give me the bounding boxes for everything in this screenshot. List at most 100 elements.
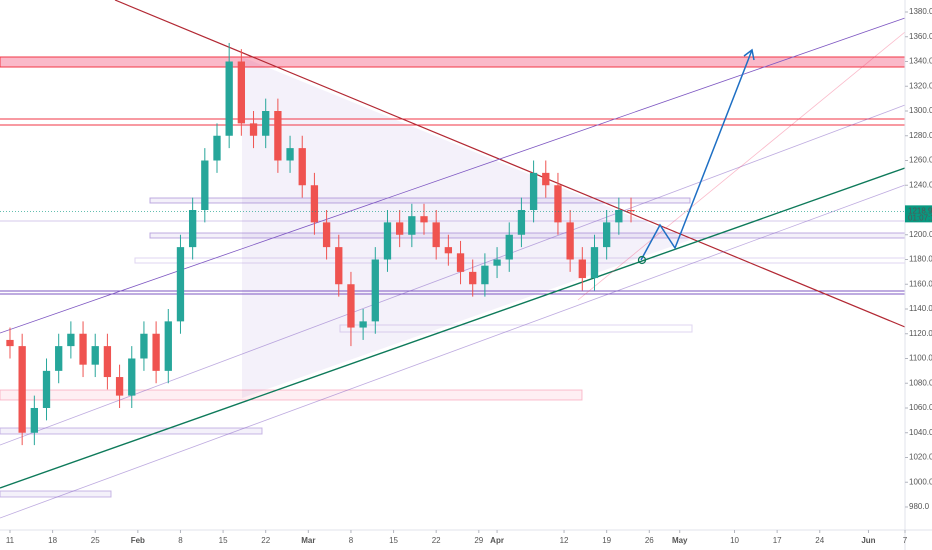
x-tick-label: 17 bbox=[773, 536, 782, 545]
candle-body bbox=[469, 271, 477, 285]
candle-body bbox=[529, 172, 538, 210]
x-tick-label: 7 bbox=[903, 536, 908, 545]
y-tick-label: 1320.0 bbox=[909, 81, 932, 90]
y-tick-label: 1160.0 bbox=[909, 279, 932, 288]
candle-body bbox=[298, 148, 306, 186]
candle-body bbox=[152, 333, 160, 371]
y-tick-label: 1000.0 bbox=[909, 477, 932, 486]
candle-body bbox=[359, 321, 367, 328]
candle-body bbox=[18, 346, 26, 433]
zone bbox=[149, 197, 691, 204]
axes: 980.0 1000.0 1020.0 1040.0 1060.0 1080.0 1100.… bbox=[0, 7, 932, 545]
candle-body bbox=[237, 61, 246, 124]
candle-body bbox=[590, 247, 599, 279]
channel-line bbox=[0, 17, 906, 334]
zone bbox=[149, 232, 906, 239]
downtrend-line bbox=[114, 0, 906, 328]
candle-body bbox=[542, 172, 550, 186]
x-tick-label: Apr bbox=[490, 536, 504, 545]
candle-body bbox=[225, 61, 233, 136]
candle-body bbox=[201, 160, 209, 210]
candle-body bbox=[505, 234, 513, 260]
x-tick-label: May bbox=[672, 536, 688, 545]
y-tick-label: 1080.0 bbox=[909, 378, 932, 387]
x-tick-label: 11 bbox=[6, 536, 15, 545]
candle-body bbox=[30, 407, 38, 433]
channel-line bbox=[577, 31, 906, 301]
zone bbox=[0, 427, 263, 435]
candle-body bbox=[347, 284, 355, 328]
candle-body bbox=[578, 259, 586, 279]
x-tick-label: 12 bbox=[560, 536, 569, 545]
y-tick-label: 1120.0 bbox=[909, 329, 932, 338]
x-tick-label: Jun bbox=[861, 536, 875, 545]
candle-body bbox=[408, 216, 416, 235]
y-tick-label: 1040.0 bbox=[909, 428, 932, 437]
x-tick-label: 19 bbox=[602, 536, 611, 545]
candle-body bbox=[213, 135, 221, 161]
candle-body bbox=[176, 247, 185, 322]
candle-body bbox=[517, 209, 526, 235]
x-tick-label: 18 bbox=[48, 536, 57, 545]
candle-body bbox=[115, 377, 124, 396]
candle-body bbox=[371, 259, 379, 322]
candle-body bbox=[456, 253, 465, 272]
y-tick-label: 1140.0 bbox=[909, 304, 932, 313]
candle-body bbox=[566, 222, 574, 260]
candle-body bbox=[493, 259, 501, 266]
y-tick-label: 980.0 bbox=[909, 502, 930, 511]
x-tick-label: 10 bbox=[730, 536, 739, 545]
candle-body bbox=[262, 110, 270, 136]
x-tick-label: 8 bbox=[349, 536, 354, 545]
candle-body bbox=[383, 222, 392, 260]
candle-body bbox=[286, 148, 294, 161]
candle-body bbox=[444, 247, 453, 254]
y-tick-label: 1280.0 bbox=[909, 131, 932, 140]
projection-arrow bbox=[640, 49, 753, 261]
candle-body bbox=[79, 333, 87, 365]
x-tick-label: 26 bbox=[645, 536, 654, 545]
candle-body bbox=[481, 265, 489, 285]
candle-body bbox=[274, 110, 282, 161]
x-tick-label: 29 bbox=[474, 536, 483, 545]
y-tick-label: 1360.0 bbox=[909, 32, 932, 41]
candles bbox=[6, 42, 635, 446]
drawings bbox=[0, 0, 906, 519]
zone bbox=[0, 389, 583, 401]
candle-body bbox=[322, 222, 331, 248]
candle-body bbox=[91, 346, 99, 365]
y-tick-label: 1260.0 bbox=[909, 156, 932, 165]
x-tick-label: 15 bbox=[389, 536, 398, 545]
candle-body bbox=[164, 321, 172, 371]
y-tick-label: 1380.0 bbox=[909, 7, 932, 16]
candle-body bbox=[603, 222, 611, 248]
candle-body bbox=[615, 209, 623, 223]
y-tick-label: 1300.0 bbox=[909, 106, 932, 115]
candle-body bbox=[103, 346, 112, 378]
candle-body bbox=[335, 247, 343, 285]
candle-body bbox=[6, 339, 14, 347]
price-axis bbox=[905, 0, 932, 550]
candle-body bbox=[432, 222, 440, 248]
arrow-head bbox=[743, 48, 755, 61]
candle-body bbox=[249, 123, 258, 136]
last-price-label: 1218.9 bbox=[908, 206, 932, 215]
candle-body bbox=[55, 346, 63, 371]
x-tick-label: 22 bbox=[432, 536, 441, 545]
y-tick-label: 1060.0 bbox=[909, 403, 932, 412]
y-tick-label: 1240.0 bbox=[909, 180, 932, 189]
x-tick-label: 15 bbox=[219, 536, 228, 545]
x-tick-label: Feb bbox=[131, 536, 145, 545]
candle-body bbox=[188, 209, 197, 248]
candle-body bbox=[42, 370, 51, 408]
channel-line bbox=[0, 184, 906, 519]
x-tick-label: 25 bbox=[91, 536, 100, 545]
last-price-box bbox=[905, 205, 932, 223]
y-tick-label: 1340.0 bbox=[909, 57, 932, 66]
channel-line bbox=[0, 104, 906, 446]
candle-body bbox=[140, 333, 148, 359]
zone bbox=[0, 490, 112, 498]
x-tick-label: 22 bbox=[261, 536, 270, 545]
zone bbox=[339, 324, 693, 333]
